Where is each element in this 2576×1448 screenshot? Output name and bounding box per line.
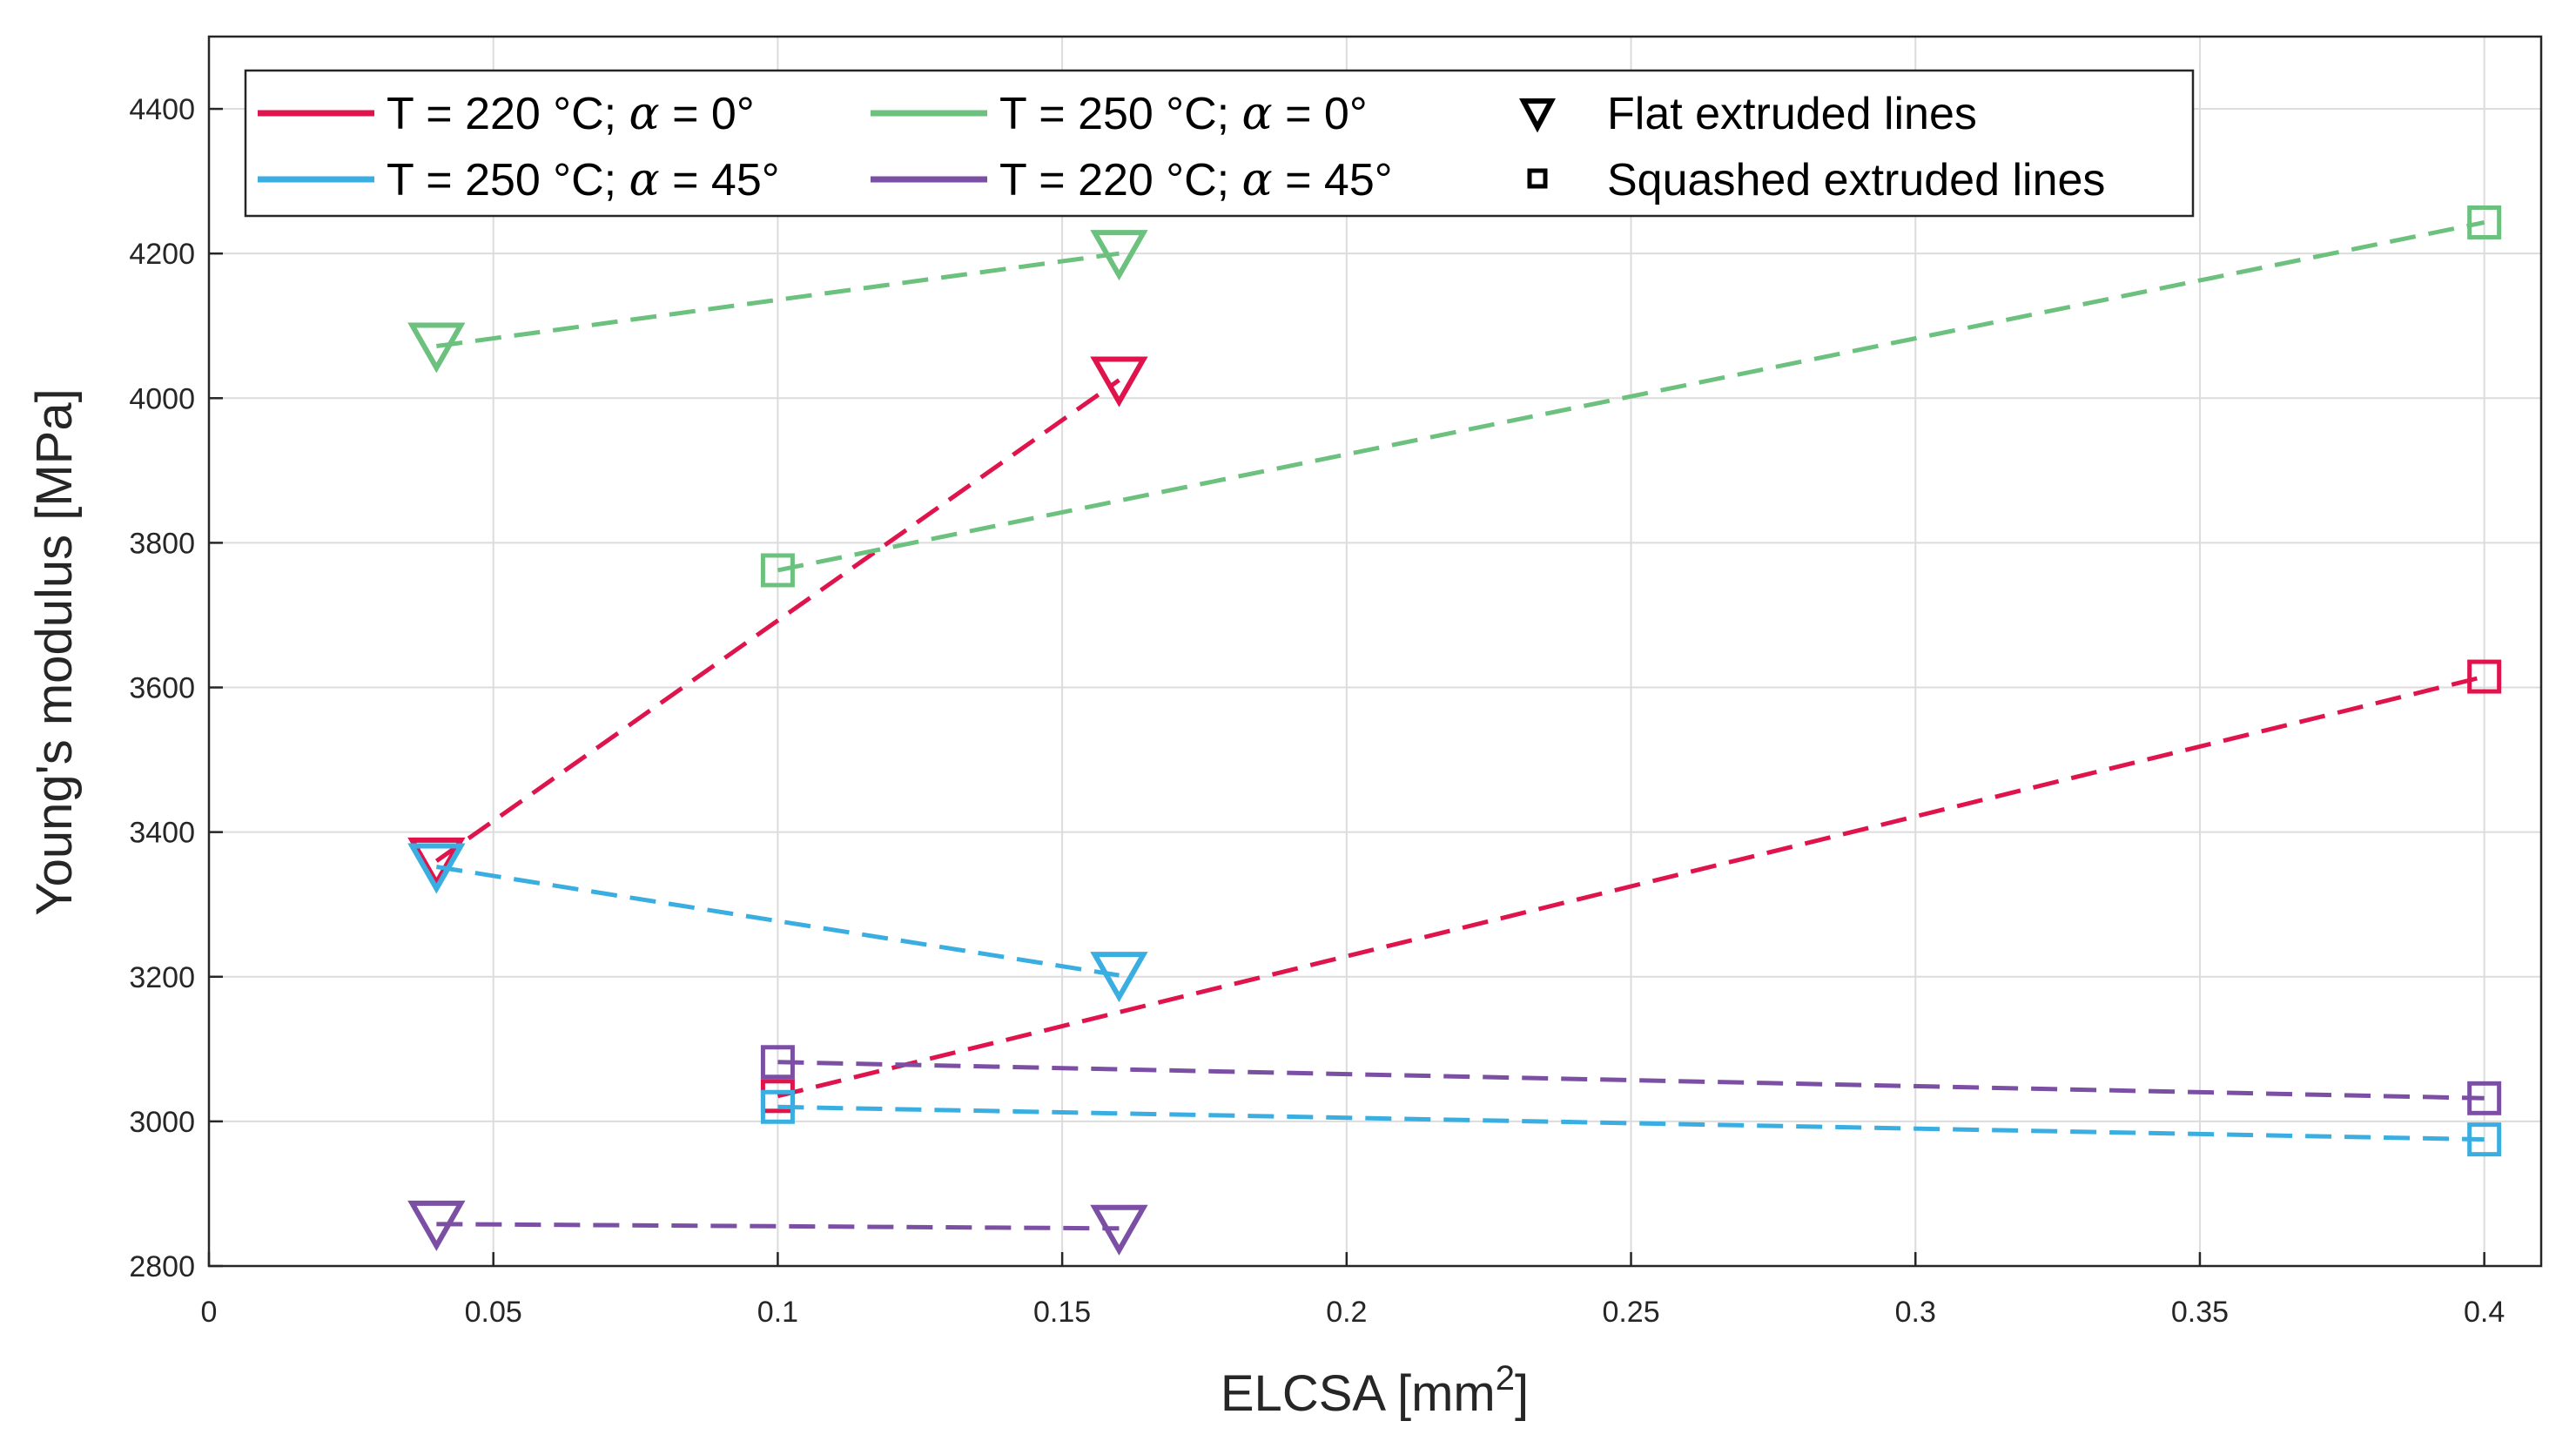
series-2 (407, 205, 2502, 588)
series-1 (407, 843, 2502, 1157)
x-axis-label: ELCSA [mm2] (1221, 1359, 1529, 1422)
legend-square-marker-icon (1527, 168, 1548, 189)
y-axis: 2800 3000 3200 3400 3600 3800 4000 4200 4400 (129, 93, 223, 1283)
series-2-flat-point-1 (1090, 230, 1148, 281)
plot-area-frame (207, 35, 2543, 1268)
legend-triangle-marker-icon (1519, 98, 1556, 133)
series-2-squashed-point-0 (760, 553, 795, 588)
series-2-squashed-point-1 (2467, 205, 2502, 239)
x-tick-label: 0.15 (1033, 1296, 1091, 1329)
series-3-flat-line (436, 1222, 1120, 1231)
y-tick-label: 4400 (129, 93, 195, 126)
y-tick-label: 4200 (129, 238, 195, 271)
series-0-flat-line (434, 378, 1120, 863)
legend-label-flat: Flat extruded lines (1607, 89, 1977, 139)
x-tick-label: 0.05 (465, 1296, 522, 1329)
x-axis: 0 0.05 0.1 0.15 0.2 0.25 0.3 0.35 0.4 (201, 1252, 2505, 1329)
series-3 (407, 1045, 2502, 1256)
y-tick-label: 3800 (129, 527, 195, 560)
series-0 (407, 356, 2502, 1114)
legend-box (244, 69, 2195, 218)
y-axis-label: Young's modulus [MPa] (26, 388, 83, 915)
y-tick-label: 3000 (129, 1106, 195, 1139)
series-2-flat-point-0 (407, 322, 466, 374)
series-0-flat-point-1 (1090, 356, 1148, 407)
legend: T = 220 °C; α = 0° T = 250 °C; α = 45° T… (244, 69, 2195, 218)
x-tick-label: 0.3 (1895, 1296, 1936, 1329)
series-1-squashed-point-0 (760, 1089, 795, 1124)
x-tick-label: 0.2 (1326, 1296, 1367, 1329)
series-1-squashed-point-1 (2467, 1122, 2502, 1157)
y-tick-label: 3200 (129, 961, 195, 994)
y-tick-label: 3600 (129, 672, 195, 705)
series-3-squashed-point-0 (760, 1045, 795, 1080)
x-tick-label: 0 (201, 1296, 218, 1329)
legend-label-series-3: T = 220 °C; α = 45° (999, 154, 1393, 206)
y-tick-label: 3400 (129, 817, 195, 850)
x-tick-label: 0.35 (2171, 1296, 2229, 1329)
y-tick-label: 4000 (129, 382, 195, 415)
legend-label-series-0: T = 220 °C; α = 0° (387, 88, 755, 140)
series-1-flat-point-1 (1090, 952, 1148, 1003)
series-2-squashed-line (777, 220, 2485, 573)
x-tick-label: 0.25 (1602, 1296, 1659, 1329)
legend-label-series-2: T = 250 °C; α = 0° (999, 88, 1368, 140)
series-3-squashed-point-1 (2467, 1081, 2502, 1115)
series-0-squashed-point-1 (2467, 659, 2502, 694)
x-tick-label: 0.4 (2464, 1296, 2505, 1329)
series-0-squashed-line (777, 674, 2485, 1099)
series-3-flat-point-1 (1090, 1204, 1148, 1256)
series-1-flat-point-0 (407, 843, 466, 894)
x-tick-label: 0.1 (757, 1296, 798, 1329)
legend-label-squashed: Squashed extruded lines (1607, 155, 2105, 205)
legend-label-series-1: T = 250 °C; α = 45° (387, 154, 780, 206)
series-3-squashed-line (777, 1060, 2485, 1101)
y-tick-label: 2800 (129, 1250, 195, 1283)
data-series (407, 205, 2502, 1256)
series-2-flat-line (436, 251, 1120, 348)
series-3-flat-point-0 (407, 1200, 466, 1251)
series-0-flat-point-0 (407, 837, 466, 888)
series-1-squashed-line (777, 1104, 2485, 1142)
